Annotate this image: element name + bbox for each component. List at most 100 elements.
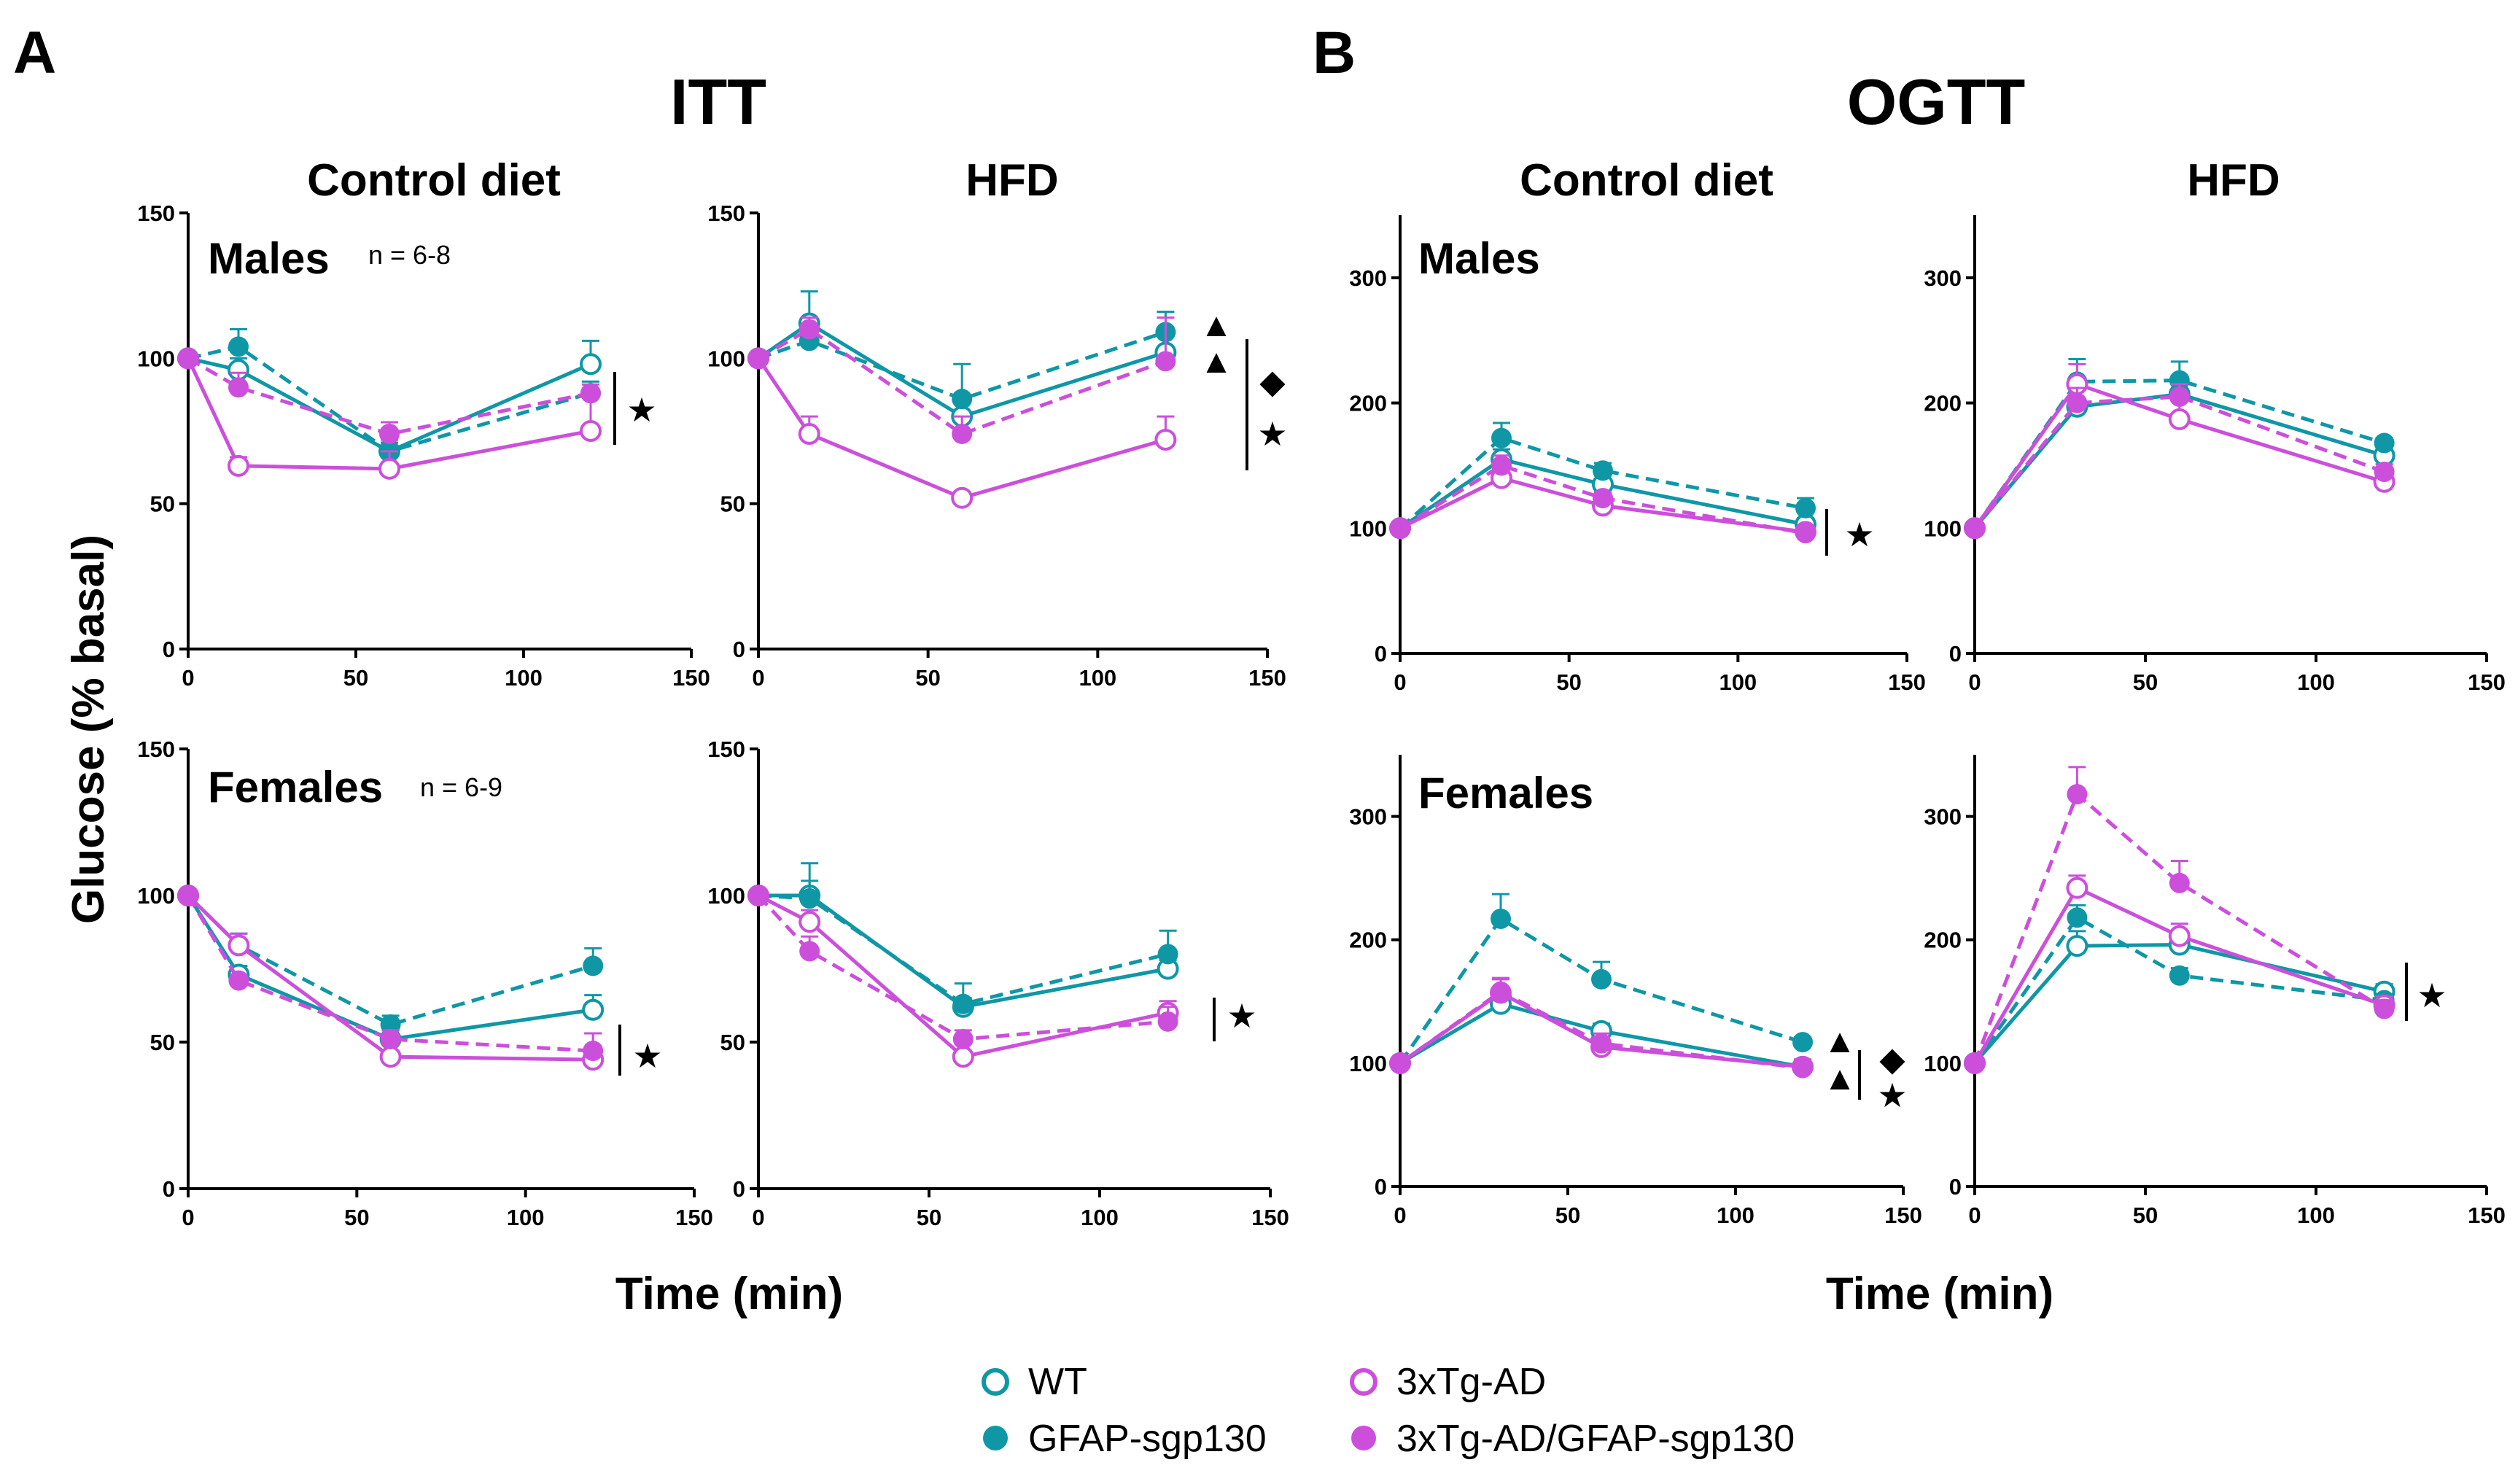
data-point [228, 377, 249, 398]
x-tick-label: 50 [1555, 1203, 1580, 1228]
significance-symbol: ★ [626, 391, 656, 429]
row-label-itt-males: Males [208, 234, 330, 283]
y-tick-label: 50 [150, 492, 175, 517]
series-3xtg-ad-gfap-sgp130 [748, 885, 1178, 1049]
data-point [1157, 1011, 1178, 1032]
data-point [2168, 408, 2191, 430]
row-label-ogtt-females: Females [1418, 769, 1593, 817]
data-point [2066, 935, 2088, 957]
series-3xtg-ad-gfap-sgp130 [178, 885, 604, 1062]
data-point [1792, 1032, 1813, 1053]
x-tick-label: 100 [2297, 669, 2335, 695]
series-gfap-sgp130 [178, 885, 604, 1035]
x-tick-label: 0 [182, 1205, 194, 1230]
series-3xtg-ad-gfap-sgp130 [1965, 766, 2395, 1073]
data-point [2374, 462, 2395, 483]
series-3xtg-ad-gfap-sgp130 [748, 316, 1176, 444]
y-tick-label: 150 [137, 737, 175, 762]
data-point [1795, 497, 1816, 518]
row-label-itt-females: Females [208, 763, 383, 812]
chart-ogtt-female-control: 0 100 200 300 0 50 100 150 ▲▲ ◆★ [1349, 755, 1922, 1228]
x-axis-label-a: Time (min) [615, 1269, 843, 1319]
series-line [1973, 914, 2385, 1065]
data-point [228, 934, 250, 957]
data-point [1390, 1052, 1410, 1073]
x-tick-label: 50 [344, 1205, 369, 1230]
y-tick-label: 100 [137, 346, 175, 371]
series-line [757, 327, 1167, 436]
x-tick-label: 0 [182, 665, 194, 691]
data-point [580, 383, 601, 404]
data-point [1390, 518, 1410, 539]
series-line [1973, 395, 2385, 529]
series-line [1973, 942, 2385, 1065]
y-tick-label: 150 [707, 737, 745, 762]
series-line [186, 357, 591, 471]
series-line [1398, 916, 1803, 1065]
y-tick-label: 200 [1349, 928, 1387, 953]
y-tick-label: 50 [150, 1030, 175, 1055]
data-point [2169, 370, 2190, 391]
panel-a-title: ITT [670, 66, 766, 138]
data-point [1157, 944, 1178, 965]
chart-itt-male-hfd: 0 50 100 150 0 50 100 150 ▲▲ ◆ ★ [707, 201, 1287, 691]
series-line [1973, 790, 2385, 1064]
significance-symbol: ★ [2417, 976, 2447, 1014]
series-line [757, 894, 1168, 1041]
significance-symbol: ★ [632, 1037, 662, 1075]
x-tick-label: 50 [343, 665, 368, 691]
y-tick-label: 300 [1349, 804, 1387, 830]
y-tick-label: 100 [1349, 516, 1387, 541]
y-tick-label: 300 [1924, 265, 1962, 291]
data-point [2169, 965, 2190, 986]
series-line [187, 357, 591, 436]
panel-a-letter: A [13, 20, 56, 86]
col-header-ogtt-hfd: HFD [2187, 155, 2280, 206]
data-point [1154, 428, 1177, 451]
y-tick-label: 300 [1924, 804, 1962, 830]
legend-tg-marker [1350, 1368, 1377, 1396]
data-point [2169, 872, 2190, 893]
series-line [187, 356, 591, 454]
data-point [1591, 1033, 1612, 1054]
series-line [756, 357, 1167, 500]
x-tick-label: 0 [1394, 669, 1406, 695]
data-point [1491, 908, 1511, 929]
data-point [379, 1046, 402, 1068]
significance-symbol: ▲ [1200, 342, 1233, 380]
data-point [1965, 518, 1985, 539]
x-tick-label: 150 [1888, 669, 1926, 695]
data-point [1155, 351, 1176, 372]
data-point [799, 941, 820, 962]
data-point [582, 998, 605, 1021]
data-point [799, 888, 820, 909]
data-point [1593, 488, 1613, 509]
data-point [798, 422, 820, 445]
x-tick-label: 100 [507, 1205, 545, 1230]
data-point [580, 353, 602, 376]
series-line [187, 344, 591, 454]
series-line [1973, 885, 2385, 1065]
chart-ogtt-male-hfd: 0 100 200 300 0 50 100 150 [1924, 215, 2506, 695]
series-gfap-sgp130 [1390, 421, 1816, 539]
data-point [1593, 460, 1613, 481]
col-header-ogtt-control: Control diet [1520, 155, 1773, 206]
series-line [1399, 435, 1806, 530]
x-tick-label: 50 [2133, 669, 2158, 695]
y-tick-label: 300 [1349, 265, 1387, 291]
data-point [379, 423, 400, 444]
series-line [758, 893, 1169, 1006]
x-tick-label: 150 [2468, 669, 2506, 695]
x-tick-label: 0 [1968, 1203, 1981, 1228]
row-label-ogtt-males: Males [1418, 234, 1540, 283]
y-tick-label: 100 [1924, 1051, 1962, 1076]
data-point [2168, 925, 2191, 947]
y-tick-label: 100 [707, 346, 745, 371]
n-label-males: n = 6-8 [368, 240, 451, 270]
x-tick-label: 150 [1248, 665, 1286, 691]
x-tick-label: 100 [1081, 1205, 1119, 1230]
y-tick-label: 50 [720, 1030, 745, 1055]
data-point [952, 1046, 974, 1068]
